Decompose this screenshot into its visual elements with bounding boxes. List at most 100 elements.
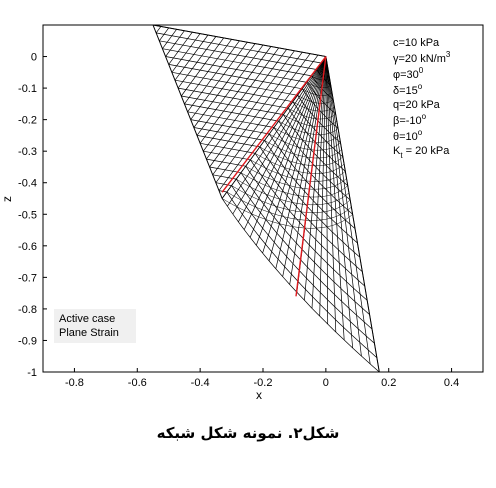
mesh-diagonal <box>226 191 352 221</box>
y-tick-label: -0.6 <box>18 241 37 253</box>
case-box-background <box>54 309 136 343</box>
y-tick-label: -0.3 <box>18 146 37 158</box>
chart-figure: -0.8 -0.6 -0.4 -0.2 0 0.2 0.4 0 -0.1 -0.2 -0.3 -0.… <box>0 24 484 402</box>
mesh-diagonal <box>287 107 336 120</box>
y-ticks: 0 -0.1 -0.2 -0.3 -0.4 -0.5 -0.6 -0.7 -0.8 -0.9 -1 <box>18 52 47 379</box>
characteristic-lines <box>221 56 327 297</box>
x-tick-label: -0.6 <box>128 377 147 389</box>
param-q: q=20 kPa <box>393 99 441 111</box>
mesh-line <box>203 150 251 161</box>
mesh-line <box>215 182 232 186</box>
mesh-line <box>174 79 293 103</box>
mesh-diagonal <box>311 75 330 81</box>
x-tick-label: -0.8 <box>65 377 84 389</box>
param-delta: δ=15o <box>393 82 423 97</box>
mesh-line <box>181 95 284 115</box>
y-tick-label: -1 <box>27 367 37 379</box>
case-box-line2: Plane Strain <box>59 327 119 339</box>
mesh-diagonal <box>259 146 344 167</box>
mesh-arc <box>287 107 346 172</box>
mesh-arc <box>226 191 378 358</box>
mesh-diagonal <box>292 101 335 112</box>
mesh-group <box>152 24 380 373</box>
case-box: Active case Plane Strain <box>54 309 136 343</box>
mesh-line <box>168 31 193 65</box>
mesh-line <box>212 51 303 176</box>
x-tick-label: 0.4 <box>444 377 459 389</box>
mesh-line <box>218 54 319 191</box>
mesh-line <box>174 34 209 81</box>
mesh-arc <box>278 120 351 201</box>
param-phi: φ=300 <box>393 66 424 81</box>
mesh-line <box>209 166 242 174</box>
mesh-diagonal <box>297 95 334 104</box>
x-axis-label: x <box>256 388 262 402</box>
mesh-arc <box>259 146 361 258</box>
param-gamma: γ=20 kN/m3 <box>393 50 451 65</box>
mesh-line <box>187 40 240 113</box>
mesh-line <box>196 135 260 148</box>
mesh-diagonal <box>236 178 350 206</box>
mesh-line <box>193 127 265 141</box>
x-tick-label: 0.2 <box>381 377 396 389</box>
mesh-line <box>181 37 224 97</box>
y-axis-label: z <box>0 196 14 202</box>
mesh-line <box>200 142 256 154</box>
mesh-line <box>206 158 246 167</box>
mesh-diagonal <box>273 127 340 143</box>
mesh-diagonal <box>254 153 345 174</box>
mesh-diagonal <box>221 198 353 229</box>
mesh-diagonal <box>231 185 351 213</box>
param-theta: θ=10o <box>393 128 423 143</box>
mesh-arc <box>231 185 375 344</box>
mesh-line <box>184 39 232 105</box>
y-tick-label: -0.2 <box>18 115 37 127</box>
mesh-diagonal <box>245 165 347 190</box>
mesh-line <box>162 48 312 77</box>
y-tick-label: -0.7 <box>18 272 37 284</box>
mesh-line <box>199 46 272 144</box>
mesh-line <box>156 32 322 64</box>
x-tick-label: 0 <box>323 377 329 389</box>
mesh-line <box>165 30 185 57</box>
mesh-diagonal <box>283 114 337 128</box>
mesh-line <box>177 36 217 89</box>
mesh-line <box>190 41 248 120</box>
mesh-diagonal <box>278 120 339 135</box>
mesh-line <box>155 26 162 34</box>
y-tick-label: 0 <box>31 52 37 64</box>
param-beta: β=-10o <box>393 112 427 127</box>
characteristic-line-1 <box>221 56 327 193</box>
mesh-diagonal <box>269 133 341 151</box>
mesh-arc <box>250 159 365 287</box>
param-c: c=10 kPa <box>393 37 440 49</box>
characteristic-line-2 <box>295 56 327 297</box>
case-box-line1: Active case <box>59 313 115 325</box>
mesh-arc <box>221 198 380 373</box>
mesh-diagonal <box>264 140 342 159</box>
mesh-arc <box>302 88 339 129</box>
mesh-diagonal <box>250 159 346 182</box>
mesh-arc <box>306 82 336 115</box>
y-tick-label: -0.9 <box>18 335 37 347</box>
mesh-line <box>190 119 270 135</box>
mesh-diagonal <box>306 82 331 89</box>
y-tick-label: -0.8 <box>18 304 37 316</box>
y-tick-label: -0.5 <box>18 209 37 221</box>
mesh-line <box>193 43 256 128</box>
x-tick-label: -0.2 <box>254 377 273 389</box>
y-tick-label: -0.4 <box>18 178 37 190</box>
mesh-line <box>178 87 289 109</box>
x-tick-label: -0.4 <box>191 377 210 389</box>
mesh-line <box>187 111 275 128</box>
mesh-line <box>206 49 287 160</box>
figure-caption: شکل۲. نمونه شکل شبکه <box>156 424 340 442</box>
mesh-line <box>196 44 264 136</box>
mesh-line <box>171 33 201 73</box>
mesh-diagonal <box>240 172 348 198</box>
mesh-outer-boundary <box>152 24 380 373</box>
mesh-line <box>159 27 169 42</box>
mesh-diagonal <box>302 88 333 96</box>
mesh-line <box>162 29 177 49</box>
parameter-list: c=10 kPa γ=20 kN/m3 φ=300 δ=15o q=20 kPa… <box>393 37 451 160</box>
